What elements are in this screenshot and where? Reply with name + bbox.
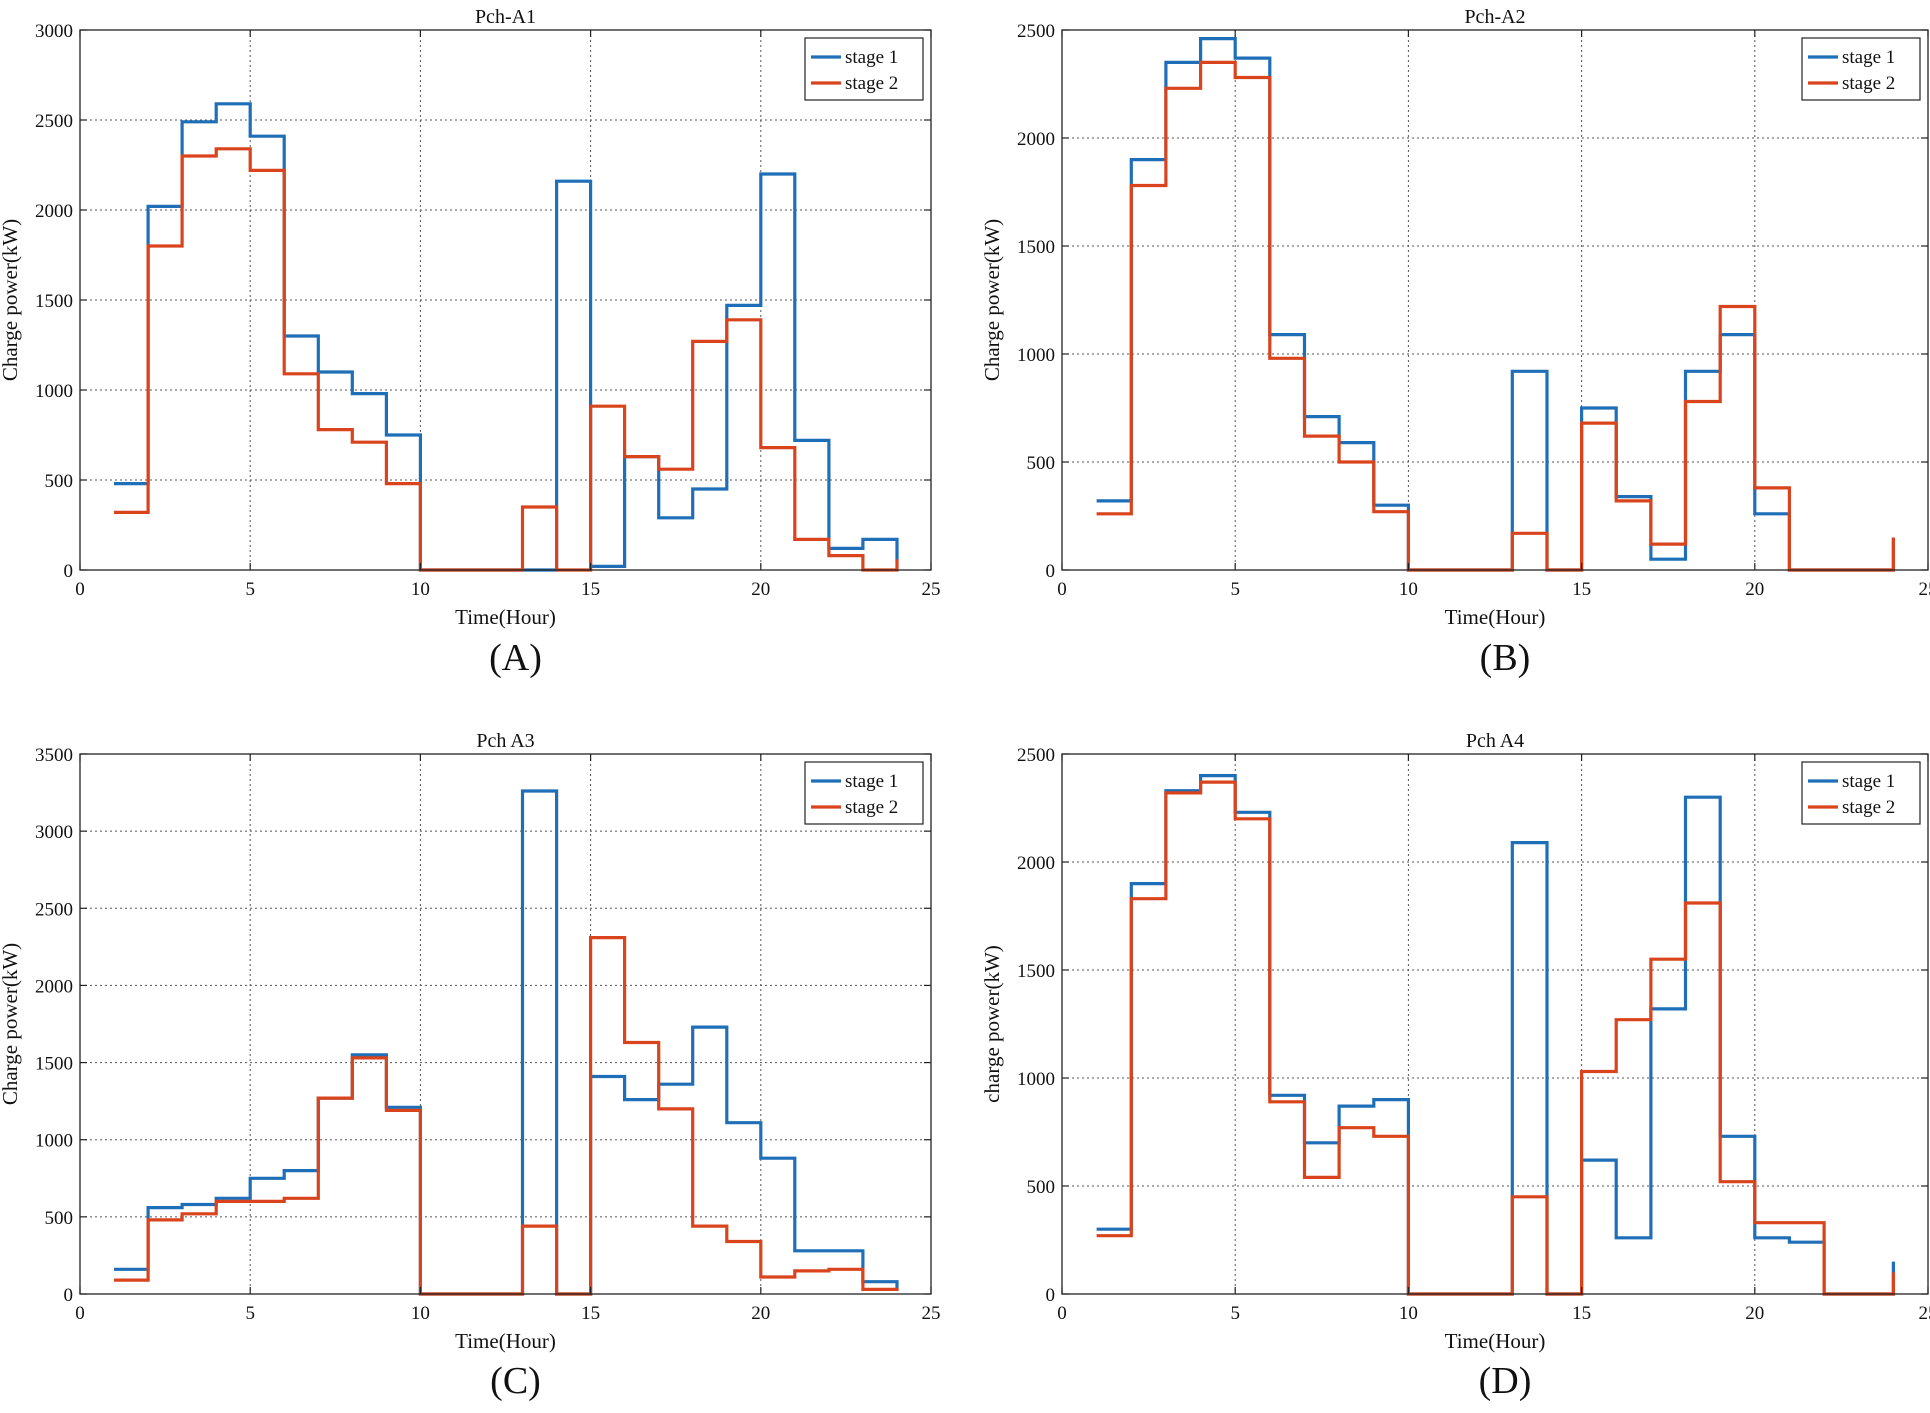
series-line-stage-2 <box>114 936 899 1296</box>
y-tick-label: 0 <box>64 561 74 582</box>
legend: stage 1 stage 2 <box>1801 37 1921 101</box>
y-tick-label: 2500 <box>1017 21 1055 42</box>
x-axis-label: Time(Hour) <box>1445 605 1546 629</box>
chart-title: Pch A3 <box>476 730 534 752</box>
legend: stage 1 stage 2 <box>804 761 924 825</box>
legend-label-stage-2: stage 2 <box>1842 73 1895 94</box>
x-tick-label: 5 <box>245 1303 255 1324</box>
legend-label-stage-1: stage 1 <box>1842 771 1895 792</box>
x-tick-label: 20 <box>751 579 770 600</box>
y-tick-label: 1500 <box>35 291 73 312</box>
legend-label-stage-2: stage 2 <box>845 73 898 94</box>
x-tick-label: 25 <box>1919 579 1930 600</box>
y-tick-label: 2000 <box>35 976 73 997</box>
legend-label-stage-2: stage 2 <box>845 797 898 818</box>
x-tick-label: 20 <box>1745 579 1764 600</box>
chart-title: Pch-A2 <box>1464 6 1525 28</box>
y-tick-label: 0 <box>1046 561 1056 582</box>
axes-box <box>1061 753 1929 1295</box>
y-axis-label: Charge power(kW) <box>980 219 1004 381</box>
y-tick-label: 2000 <box>1017 853 1055 874</box>
legend-box <box>1801 37 1921 101</box>
y-tick-label: 1500 <box>1017 961 1055 982</box>
x-tick-label: 10 <box>1399 1303 1418 1324</box>
x-tick-label: 25 <box>922 1303 941 1324</box>
x-tick-label: 15 <box>1572 579 1591 600</box>
y-tick-label: 2500 <box>35 899 73 920</box>
y-tick-label: 1000 <box>1017 1069 1055 1090</box>
x-tick-label: 20 <box>751 1303 770 1324</box>
y-tick-label: 500 <box>45 471 74 492</box>
y-axis-label: Charge power(kW) <box>0 943 22 1105</box>
y-tick-label: 1000 <box>35 1131 73 1152</box>
plot-area <box>1062 30 1928 570</box>
x-tick-label: 15 <box>581 1303 600 1324</box>
y-tick-label: 3000 <box>35 822 73 843</box>
x-tick-label: 0 <box>75 579 85 600</box>
y-tick-label: 500 <box>1027 453 1056 474</box>
y-tick-label: 2000 <box>35 201 73 222</box>
y-tick-label: 1500 <box>1017 237 1055 258</box>
x-tick-label: 0 <box>75 1303 85 1324</box>
x-axis-label: Time(Hour) <box>455 1329 556 1353</box>
x-tick-label: 10 <box>411 1303 430 1324</box>
chart-panel-1: 0 5 10 15 20 25 0 500 1000 1500 2000 2500 3000 Pch-A1… <box>0 6 941 679</box>
y-tick-label: 1000 <box>35 381 73 402</box>
legend-label-stage-1: stage 1 <box>1842 47 1895 68</box>
x-tick-label: 25 <box>922 579 941 600</box>
chart-title: Pch-A1 <box>475 6 536 28</box>
y-axis-label: Charge power(kW) <box>0 219 22 381</box>
x-tick-label: 15 <box>581 579 600 600</box>
x-tick-label: 0 <box>1057 1303 1067 1324</box>
x-tick-label: 25 <box>1919 1303 1930 1324</box>
x-tick-label: 10 <box>411 579 430 600</box>
legend-box <box>804 761 924 825</box>
x-tick-label: 15 <box>1572 1303 1591 1324</box>
legend-label-stage-1: stage 1 <box>845 771 898 792</box>
x-axis-label: Time(Hour) <box>455 605 556 629</box>
y-tick-label: 1500 <box>35 1054 73 1075</box>
axes-box <box>1061 29 1929 571</box>
y-tick-label: 0 <box>1046 1285 1056 1306</box>
y-tick-label: 1000 <box>1017 345 1055 366</box>
plot-area <box>1062 754 1928 1294</box>
legend-box <box>1801 761 1921 825</box>
legend: stage 1 stage 2 <box>804 37 924 101</box>
panel-caption: (D) <box>1479 1360 1532 1402</box>
x-tick-label: 5 <box>1230 1303 1240 1324</box>
x-tick-label: 5 <box>1230 579 1240 600</box>
chart-title: Pch A4 <box>1466 730 1524 752</box>
chart-panel-2: 0 5 10 15 20 25 0 500 1000 1500 2000 2500 Pch-A2 Time… <box>980 6 1930 679</box>
series-line-stage-2 <box>114 147 899 572</box>
series-line-stage-1 <box>114 789 899 1296</box>
x-axis-label: Time(Hour) <box>1445 1329 1546 1353</box>
legend-label-stage-2: stage 2 <box>1842 797 1895 818</box>
y-tick-label: 2500 <box>35 111 73 132</box>
y-tick-label: 0 <box>64 1285 74 1306</box>
plot-area <box>80 754 931 1294</box>
y-tick-label: 500 <box>45 1208 74 1229</box>
y-tick-label: 3500 <box>35 745 73 766</box>
x-tick-label: 0 <box>1057 579 1067 600</box>
legend-label-stage-1: stage 1 <box>845 47 898 68</box>
chart-panel-3: 0 5 10 15 20 25 0 500 1000 1500 2000 2500 3000 3500 Pc… <box>0 730 941 1402</box>
y-tick-label: 500 <box>1027 1177 1056 1198</box>
y-tick-label: 3000 <box>35 21 73 42</box>
x-tick-label: 20 <box>1745 1303 1764 1324</box>
legend-box <box>804 37 924 101</box>
x-tick-label: 5 <box>245 579 255 600</box>
legend: stage 1 stage 2 <box>1801 761 1921 825</box>
panel-caption: (C) <box>490 1360 541 1402</box>
y-axis-label: charge power(kW) <box>980 945 1004 1103</box>
panel-caption: (A) <box>489 637 542 679</box>
panel-caption: (B) <box>1480 637 1531 679</box>
axes-box <box>79 753 932 1295</box>
chart-panel-4: 0 5 10 15 20 25 0 500 1000 1500 2000 2500 Pch A4 Time… <box>980 730 1930 1402</box>
y-tick-label: 2500 <box>1017 745 1055 766</box>
y-tick-label: 2000 <box>1017 129 1055 150</box>
x-tick-label: 10 <box>1399 579 1418 600</box>
